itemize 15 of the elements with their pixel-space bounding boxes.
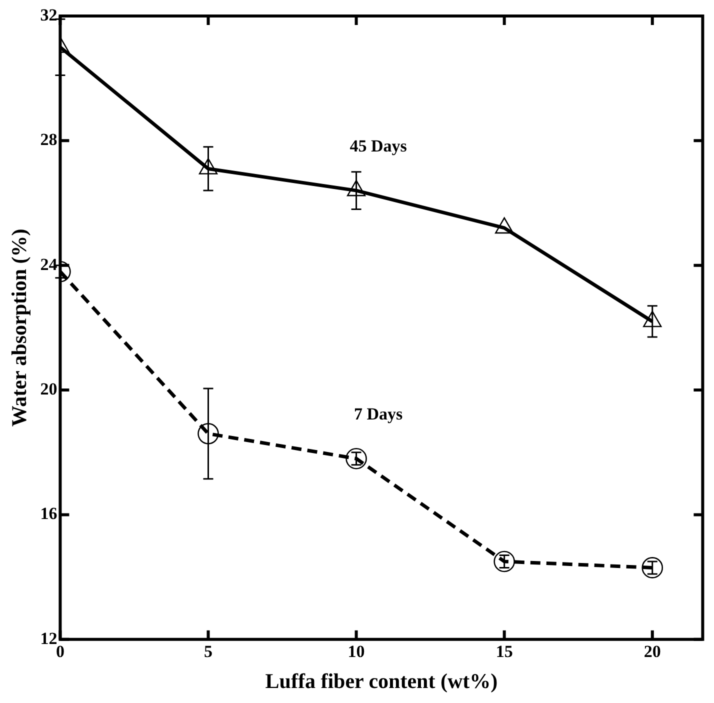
x-tick-label: 15 [496, 642, 513, 661]
y-tick-label: 28 [40, 130, 58, 150]
y-tick-label: 24 [40, 254, 58, 274]
x-axis-title: Luffa fiber content (wt%) [265, 668, 498, 693]
y-tick-label: 20 [40, 379, 58, 398]
y-tick-label: 12 [40, 628, 58, 648]
y-tick-label: 32 [40, 5, 58, 24]
x-tick-label: 20 [644, 642, 661, 661]
x-tick-label: 0 [56, 642, 64, 661]
y-tick-label: 16 [40, 504, 58, 524]
x-tick-label: 10 [348, 642, 365, 661]
x-tick-label: 5 [204, 642, 212, 661]
series-label: 7 Days [354, 404, 403, 424]
y-axis-title: Water absorption (%) [7, 228, 32, 427]
series-label: 45 Days [350, 136, 408, 156]
